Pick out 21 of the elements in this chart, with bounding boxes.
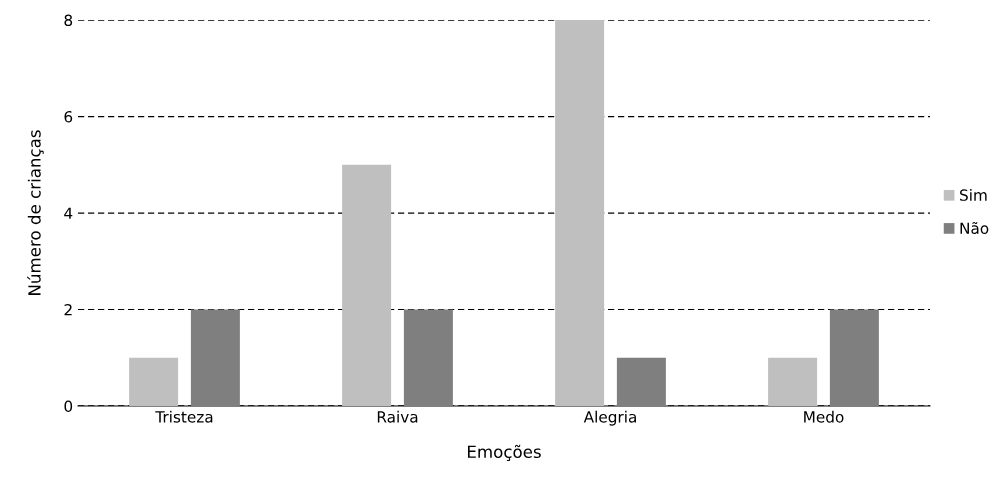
legend-label: Sim: [960, 189, 987, 201]
y-axis-title: Número de crianças: [27, 130, 44, 295]
y-tick-label: 4: [64, 207, 73, 219]
bar: [403, 309, 453, 406]
x-tick-label: Medo: [804, 410, 844, 423]
x-tick-label: Alegria: [583, 410, 636, 426]
bar: [616, 357, 666, 406]
bar: [555, 20, 605, 406]
bar: [129, 357, 179, 406]
x-tick-label: Tristeza: [155, 410, 213, 423]
bar: [829, 309, 879, 406]
legend-label: Não: [960, 221, 989, 234]
y-tick-label: 0: [64, 400, 73, 413]
y-tick-label: 6: [64, 110, 73, 123]
bar: [768, 357, 818, 406]
bar: [342, 164, 392, 406]
bar: [190, 309, 240, 406]
y-tick-label: 2: [64, 303, 72, 316]
y-tick-label: 8: [64, 14, 73, 27]
x-tick-label: Raiva: [377, 410, 418, 423]
x-axis-title: Emoções: [468, 444, 541, 461]
